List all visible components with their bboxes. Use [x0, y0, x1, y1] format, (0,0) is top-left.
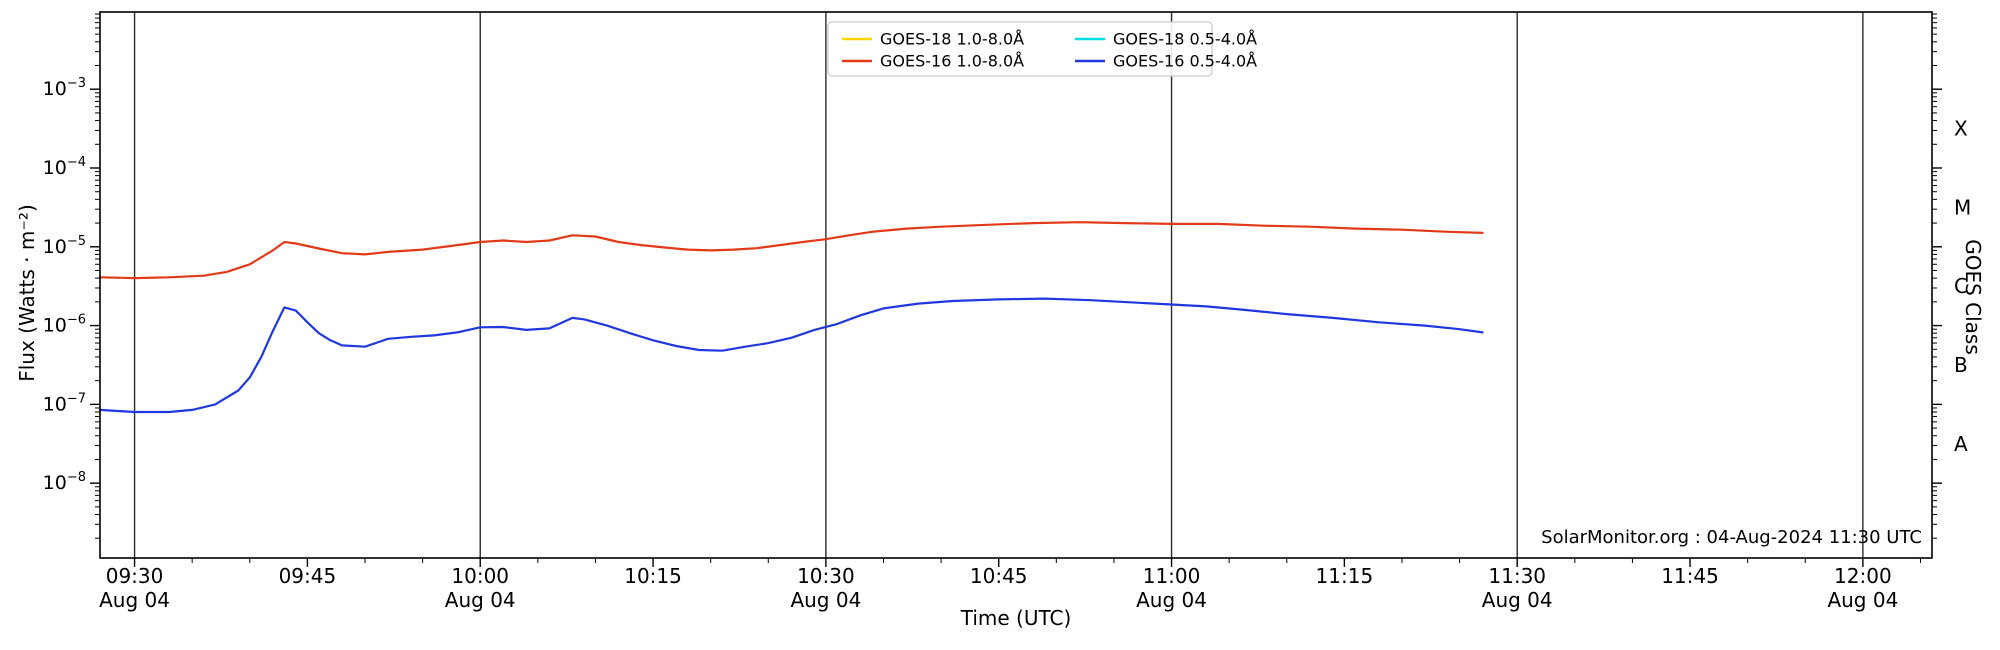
legend-label-0: GOES-18 1.0-8.0Å — [880, 30, 1024, 49]
svg-text:Aug 04: Aug 04 — [99, 588, 170, 612]
y-axis-label-flux: Flux (Watts · m⁻²) — [15, 204, 39, 382]
series-lines — [98, 221, 1484, 414]
plot-frame — [99, 11, 1933, 559]
svg-text:10−5: 10−5 — [43, 234, 86, 258]
svg-text:10:15: 10:15 — [624, 564, 682, 588]
svg-text:X: X — [1954, 117, 1968, 141]
y-axis-ticks: 10−3 10−4 10−5 10−6 10−7 10−8 — [43, 13, 1942, 539]
svg-text:09:30: 09:30 — [106, 564, 164, 588]
legend: GOES-18 1.0-8.0Å GOES-16 1.0-8.0Å GOES-18 … — [827, 21, 1257, 77]
svg-text:10:30: 10:30 — [797, 564, 855, 588]
svg-text:Aug 04: Aug 04 — [1827, 588, 1898, 612]
legend-label-3: GOES-16 0.5-4.0Å — [1113, 52, 1257, 71]
svg-text:10:45: 10:45 — [970, 564, 1028, 588]
svg-text:Aug 04: Aug 04 — [790, 588, 861, 612]
svg-text:10−8: 10−8 — [43, 470, 86, 494]
svg-text:09:45: 09:45 — [279, 564, 337, 588]
svg-text:11:45: 11:45 — [1661, 564, 1719, 588]
gridlines — [133, 12, 1864, 558]
y-axis-label-goes-class: GOES Class — [1961, 239, 1985, 355]
svg-text:A: A — [1954, 432, 1968, 456]
x-axis-label-time: Time (UTC) — [960, 606, 1072, 630]
svg-text:M: M — [1954, 195, 1971, 219]
svg-text:10−3: 10−3 — [43, 76, 86, 100]
svg-text:10−4: 10−4 — [43, 155, 86, 179]
legend-label-1: GOES-16 1.0-8.0Å — [880, 52, 1024, 71]
svg-text:B: B — [1954, 353, 1968, 377]
svg-text:11:15: 11:15 — [1316, 564, 1374, 588]
svg-text:Aug 04: Aug 04 — [1482, 588, 1553, 612]
solarmonitor-credit-text: SolarMonitor.org : 04-Aug-2024 11:30 UTC — [1541, 527, 1922, 548]
svg-text:11:30: 11:30 — [1488, 564, 1546, 588]
goes-class-labels: X M C B A — [1954, 117, 1971, 456]
svg-text:Aug 04: Aug 04 — [445, 588, 516, 612]
legend-label-2: GOES-18 0.5-4.0Å — [1113, 30, 1257, 49]
svg-text:10−7: 10−7 — [43, 391, 86, 415]
svg-text:10:00: 10:00 — [451, 564, 509, 588]
svg-text:11:00: 11:00 — [1143, 564, 1201, 588]
svg-text:12:00: 12:00 — [1834, 564, 1892, 588]
svg-text:C: C — [1954, 274, 1968, 298]
series-3 — [98, 297, 1484, 414]
svg-text:10−6: 10−6 — [43, 313, 86, 337]
series-1 — [98, 221, 1484, 280]
svg-text:Aug 04: Aug 04 — [1136, 588, 1207, 612]
